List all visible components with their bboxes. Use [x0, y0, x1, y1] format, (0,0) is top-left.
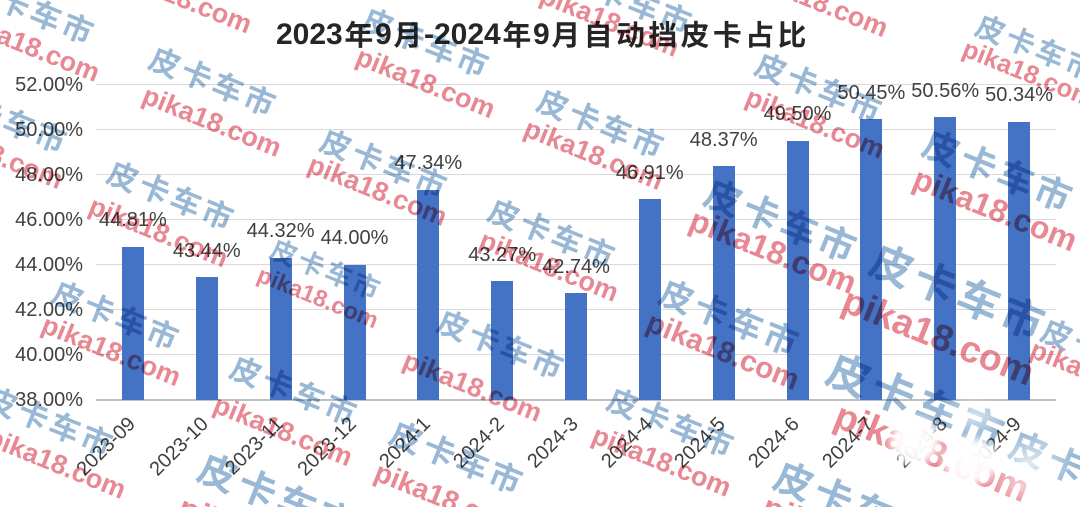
svg-text:2024: 2024: [434, 18, 501, 51]
svg-text:2023: 2023: [276, 18, 343, 51]
svg-text:9: 9: [375, 18, 392, 51]
svg-text:9: 9: [533, 18, 550, 51]
svg-text:-: -: [424, 18, 434, 51]
